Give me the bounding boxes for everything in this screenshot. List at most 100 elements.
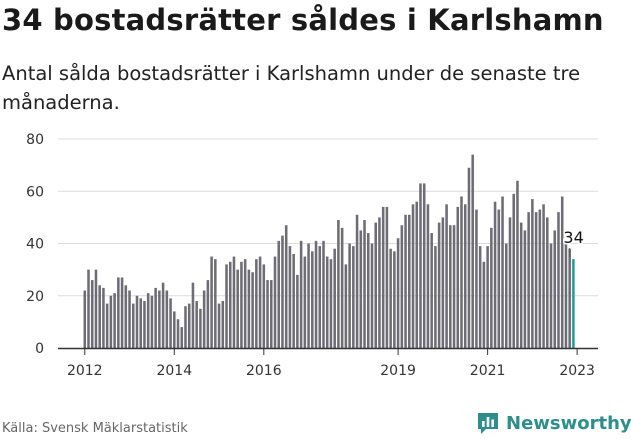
bar [493, 201, 497, 348]
bar [187, 303, 191, 348]
bar [225, 264, 228, 348]
bar [408, 214, 411, 348]
bar [381, 206, 385, 348]
bar [396, 238, 400, 348]
bar [143, 300, 146, 348]
x-tick-label: 2016 [246, 363, 282, 379]
bar [109, 295, 113, 348]
bar [83, 290, 87, 348]
x-axis-ticks: 2012 2014 2016 2019 2021 2023 [67, 348, 595, 379]
bar [135, 295, 139, 348]
x-tick-label: 2014 [156, 363, 192, 379]
bar [318, 246, 322, 348]
bar [240, 261, 243, 348]
bar [531, 199, 534, 348]
bar [277, 240, 281, 348]
bar [311, 251, 314, 348]
bar [504, 243, 508, 348]
bar [131, 303, 135, 348]
bar [191, 282, 195, 348]
bar [355, 214, 359, 348]
bar [120, 277, 124, 348]
bar [262, 264, 266, 348]
bar [445, 204, 448, 348]
bar [94, 269, 98, 348]
bar [449, 225, 452, 348]
bars [83, 154, 575, 348]
bar [478, 246, 482, 348]
bar [553, 230, 557, 348]
brand-name: Newsworthy [506, 412, 631, 434]
bar [366, 233, 370, 348]
bar [243, 259, 247, 348]
bar [232, 256, 236, 348]
bar [452, 225, 456, 348]
bar [430, 233, 433, 348]
x-tick-label: 2023 [559, 363, 595, 379]
x-tick-label: 2019 [380, 363, 416, 379]
bar [363, 219, 366, 348]
bar [202, 290, 206, 348]
newsworthy-brand[interactable]: Newsworthy [476, 409, 631, 437]
bar [139, 298, 142, 348]
bar [389, 248, 392, 348]
bar [560, 196, 564, 348]
bar [325, 256, 329, 348]
bar [370, 243, 374, 348]
bar [236, 269, 239, 348]
bar [161, 282, 165, 348]
bar [352, 246, 355, 348]
bar [557, 212, 560, 348]
bar [523, 230, 527, 348]
bar [411, 204, 415, 348]
bar [359, 230, 363, 348]
bar [158, 290, 161, 348]
bar [519, 222, 523, 348]
bar [374, 222, 377, 348]
bar [266, 280, 269, 348]
source-note: Källa: Svensk Mäklarstatistik [2, 421, 188, 436]
bar [146, 293, 150, 348]
bar [549, 243, 553, 348]
bar [292, 253, 295, 348]
bar [288, 246, 292, 348]
bar [516, 180, 519, 348]
bar [456, 206, 460, 348]
bar [228, 261, 232, 348]
x-tick-label: 2012 [67, 363, 103, 379]
bar [255, 259, 258, 348]
chart-subtitle: Antal sålda bostadsrätter i Karlshamn un… [2, 62, 581, 114]
bar [508, 217, 512, 348]
bar [322, 240, 325, 348]
bar [124, 285, 128, 348]
bar [512, 193, 515, 348]
bar [247, 269, 251, 348]
bar [486, 246, 489, 348]
bar [270, 280, 273, 348]
bar [98, 285, 101, 348]
end-value-label: 34 [563, 228, 583, 247]
end-label-group: 34 [562, 227, 585, 258]
bar [281, 235, 284, 348]
bar [467, 167, 471, 348]
bar [400, 225, 404, 348]
bar [475, 209, 478, 348]
bar [434, 246, 437, 348]
bar [210, 256, 213, 348]
y-axis-ticks: 0 20 40 60 80 [26, 132, 44, 357]
bar [497, 209, 501, 348]
x-tick-label: 2021 [470, 363, 506, 379]
bar [195, 300, 198, 348]
bar [441, 217, 445, 348]
bar [404, 214, 407, 348]
bar [426, 204, 430, 348]
bar [348, 243, 351, 348]
bar [258, 256, 262, 348]
bar [284, 225, 288, 348]
bar [501, 196, 504, 348]
bar [117, 277, 120, 348]
bar [307, 243, 310, 348]
bar [422, 183, 426, 348]
bar [463, 204, 467, 348]
y-tick-label: 60 [26, 184, 44, 200]
